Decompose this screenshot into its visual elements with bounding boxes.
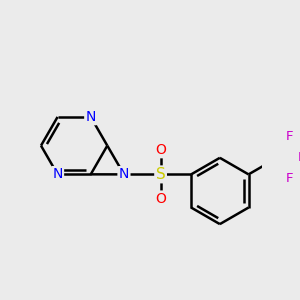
Text: F: F — [286, 130, 293, 143]
Text: N: N — [85, 110, 96, 124]
Text: F: F — [286, 172, 293, 185]
Text: S: S — [156, 167, 166, 182]
Text: N: N — [119, 167, 129, 182]
Text: N: N — [52, 167, 63, 181]
Text: O: O — [155, 143, 166, 157]
Text: O: O — [155, 192, 166, 206]
Text: F: F — [298, 151, 300, 164]
